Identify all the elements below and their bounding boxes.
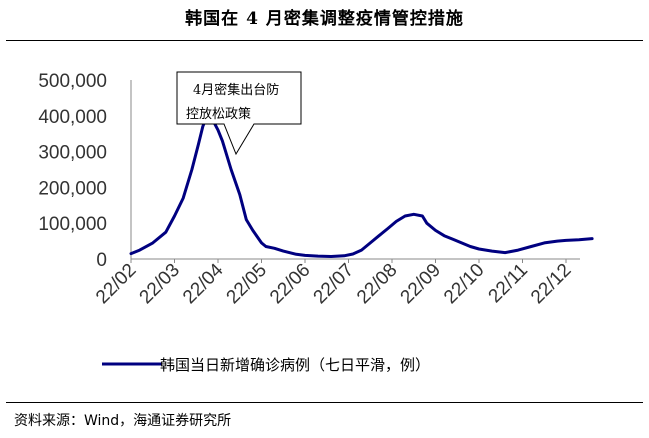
x-tick-label: 22/07 (310, 260, 358, 308)
x-tick-label: 22/05 (223, 260, 271, 308)
y-tick-label: 200,000 (38, 178, 107, 199)
x-tick-label: 22/11 (485, 260, 532, 307)
callout-line-1: 4月密集出台防 (193, 82, 279, 98)
chart: 500,000 400,000 300,000 200,000 100,000 0 22/… (38, 71, 594, 374)
y-tick-label: 100,000 (38, 214, 107, 235)
x-tick-label: 22/09 (397, 260, 445, 308)
x-tick-label: 22/08 (353, 260, 401, 308)
page-title: 韩国在 4 月密集调整疫情管控措施 (185, 9, 464, 29)
x-axis: 22/0222/0322/0422/0522/0622/0722/0822/09… (92, 80, 580, 308)
annotation-callout: 4月密集出台防 控放松政策 (176, 71, 302, 156)
y-tick-label: 0 (96, 250, 107, 271)
x-tick-label: 22/04 (179, 259, 228, 308)
source-note: 资料来源：Wind，海通证券研究所 (14, 413, 232, 429)
source-rule (6, 402, 643, 403)
y-tick-label: 300,000 (38, 143, 107, 164)
y-tick-label: 500,000 (38, 71, 107, 92)
y-tick-label: 400,000 (38, 107, 107, 128)
x-tick-label: 22/10 (440, 260, 488, 308)
x-tick-label: 22/06 (266, 260, 314, 308)
legend: 韩国当日新增确诊病例（七日平滑，例） (102, 356, 430, 374)
callout-line-2: 控放松政策 (186, 106, 251, 122)
x-tick-label: 22/12 (527, 260, 575, 308)
x-tick-label: 22/03 (136, 260, 184, 308)
y-axis: 500,000 400,000 300,000 200,000 100,000 0 (38, 71, 107, 271)
title-rule (6, 40, 643, 41)
series-line (129, 114, 594, 258)
legend-label: 韩国当日新增确诊病例（七日平滑，例） (160, 356, 430, 374)
callout-box (176, 71, 302, 156)
